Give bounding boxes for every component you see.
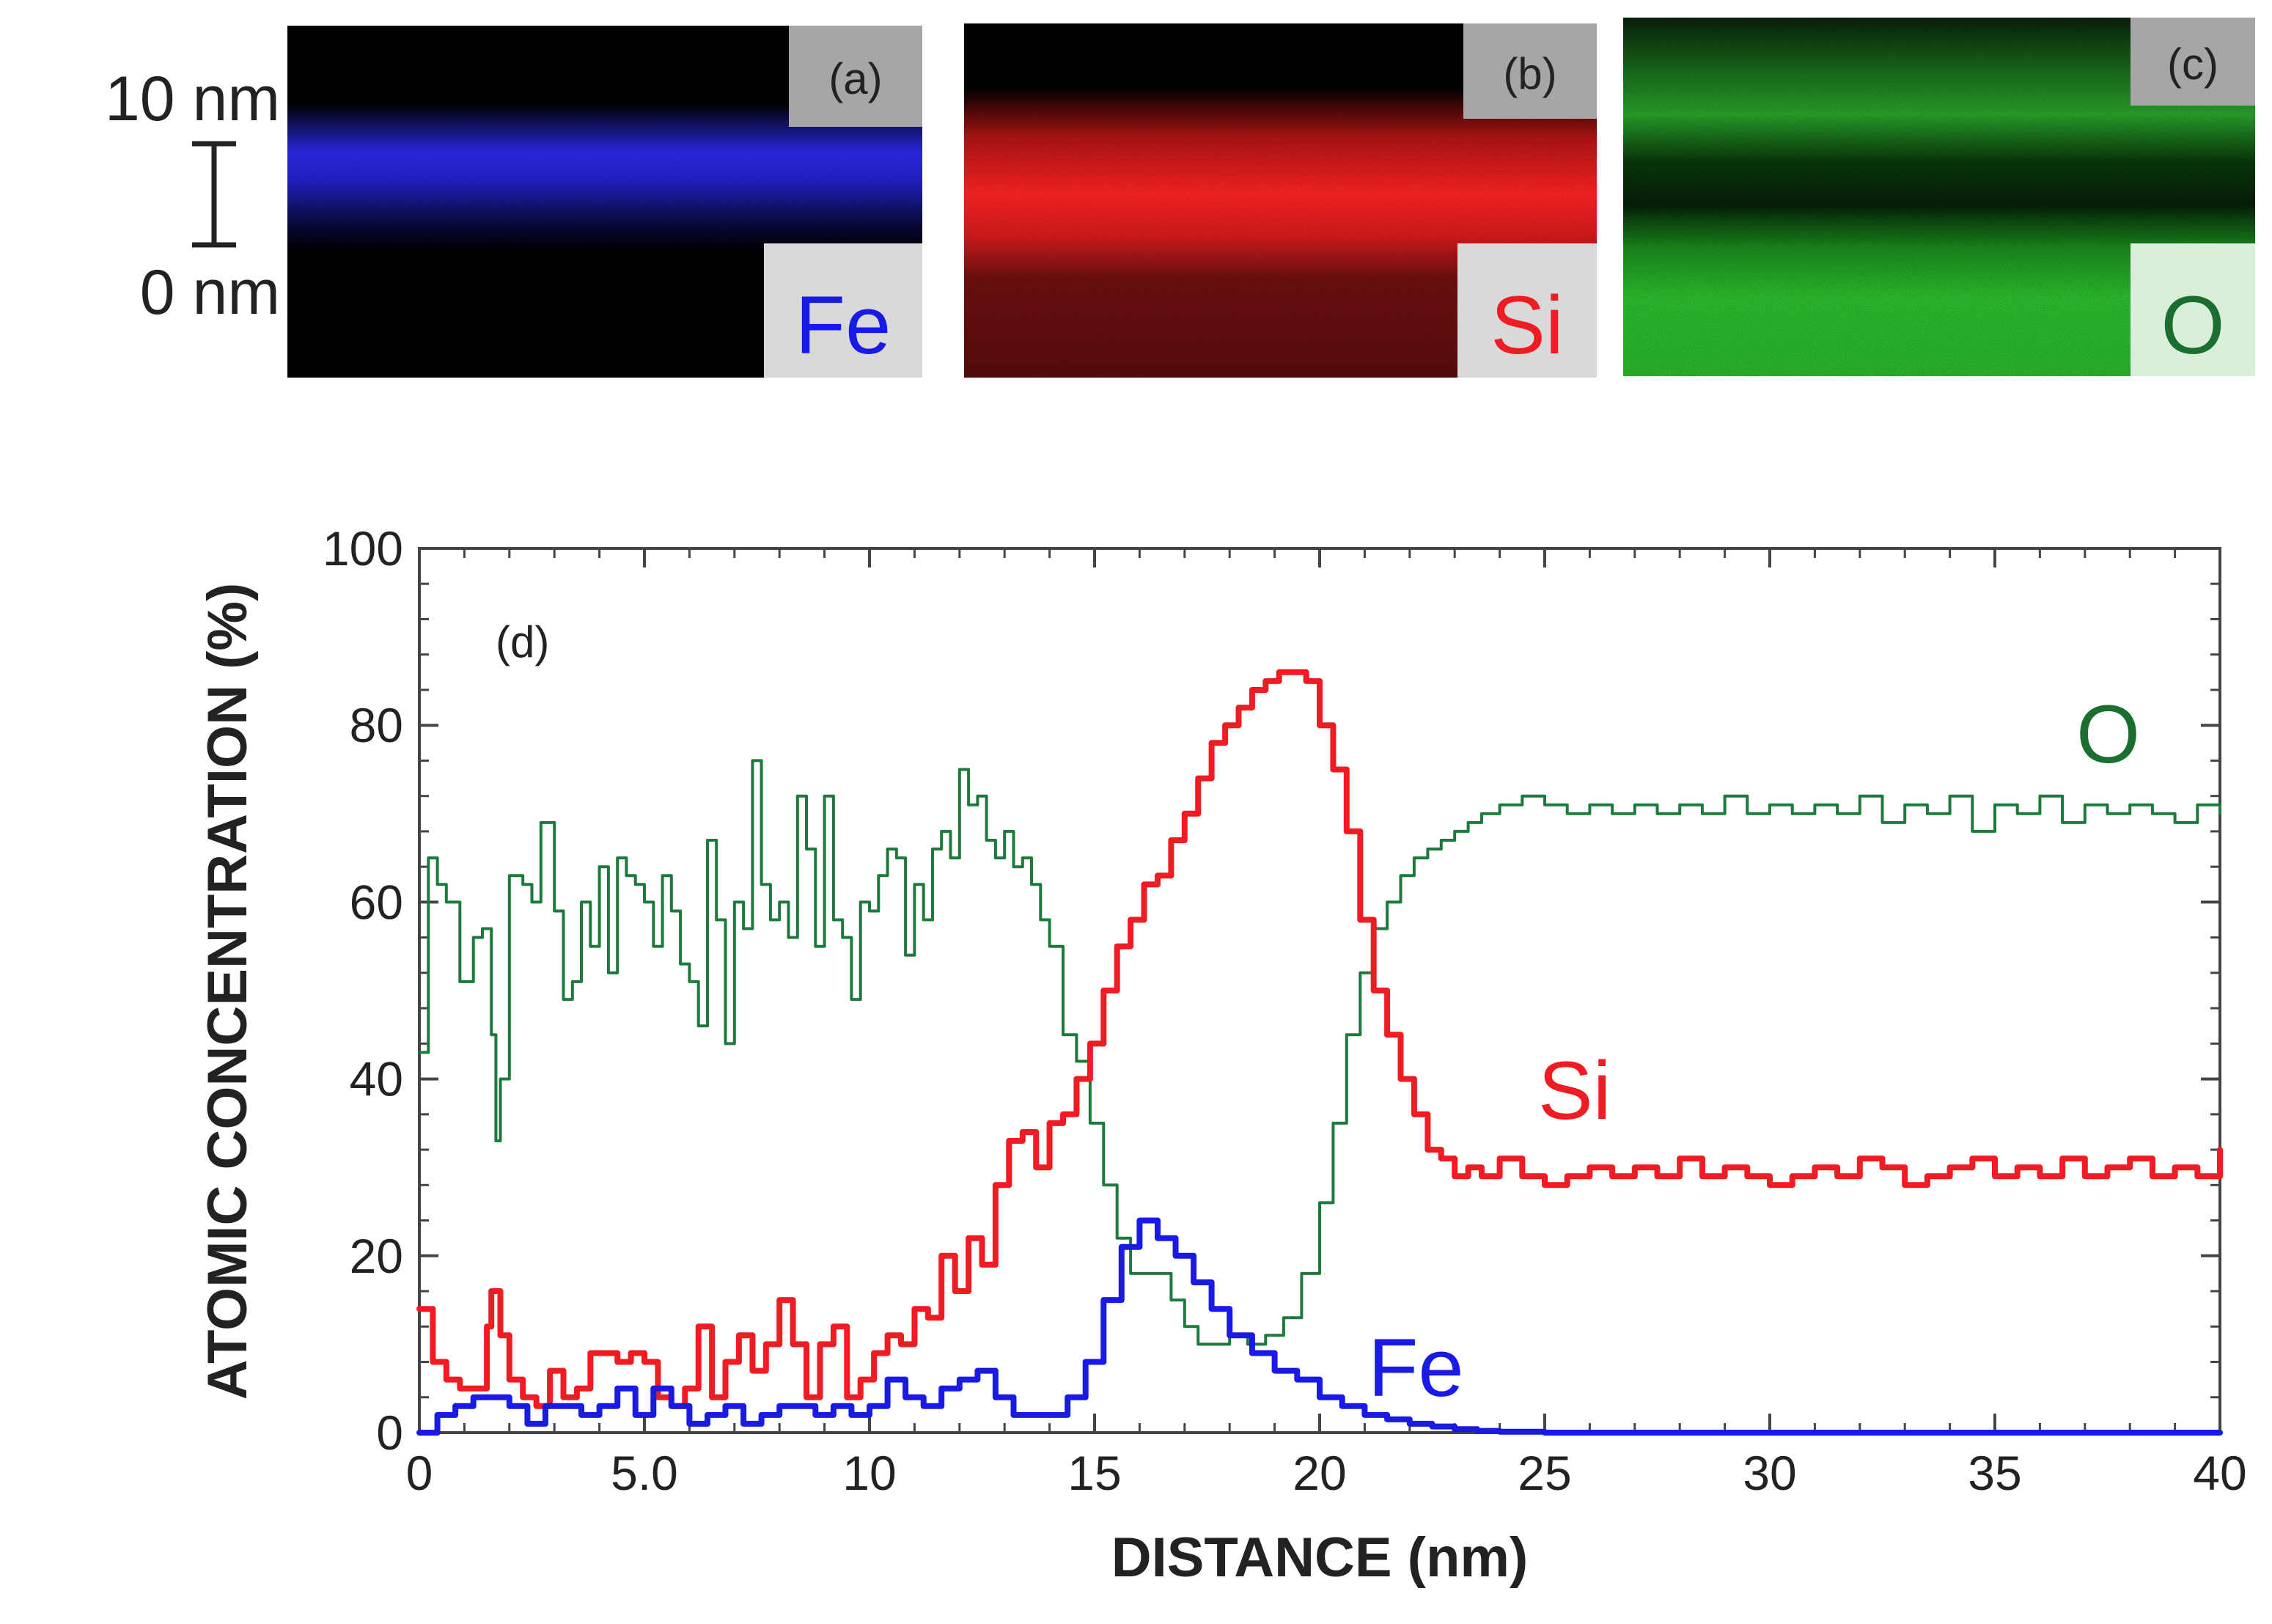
series-line-si xyxy=(416,669,2223,1409)
y-tick-label: 40 xyxy=(350,1052,403,1106)
series-lines xyxy=(416,669,2223,1436)
panel-c-label-bg xyxy=(2131,243,2255,376)
y-tick-label: 60 xyxy=(350,875,403,929)
x-tick-label: 5.0 xyxy=(611,1446,678,1500)
scale-bottom-label: 0 nm xyxy=(140,257,280,328)
panel-c-tag: (c) xyxy=(2167,40,2218,89)
x-tick-label: 20 xyxy=(1293,1446,1346,1500)
x-tick-label: 0 xyxy=(406,1446,433,1500)
x-tick-label: 15 xyxy=(1067,1446,1121,1500)
scale-bar: 10 nm 0 nm xyxy=(105,64,280,328)
x-tick-label: 10 xyxy=(842,1446,896,1500)
x-tick-label: 35 xyxy=(1968,1446,2021,1500)
x-axis-title: DISTANCE (nm) xyxy=(1111,1526,1529,1589)
line-chart: 0 5.0 10 15 20 25 30 35 40 0 20 40 60 80 100 (d) O Si… xyxy=(196,521,2247,1589)
y-axis-title: ATOMIC CONCENTRATION (%) xyxy=(196,583,259,1400)
panel-c-tag-bg xyxy=(2131,18,2255,106)
series-line-o xyxy=(418,759,2221,1346)
x-tick-labels: 0 5.0 10 15 20 25 30 35 40 xyxy=(406,1446,2247,1500)
panel-d-tag: (d) xyxy=(496,617,549,666)
panel-a-label-bg xyxy=(764,243,922,378)
panel-b-tag: (b) xyxy=(1503,49,1556,98)
y-tick-label: 80 xyxy=(350,698,403,752)
x-tick-label: 40 xyxy=(2193,1446,2246,1500)
scale-top-label: 10 nm xyxy=(105,64,280,134)
series-label-o: O xyxy=(2076,688,2140,780)
series-label-fe: Fe xyxy=(1368,1322,1464,1414)
panel-b-element-label: Si xyxy=(1490,279,1564,371)
series-line-fe xyxy=(416,1217,2223,1436)
panel-a-tag: (a) xyxy=(828,54,882,103)
series-label-si: Si xyxy=(1538,1045,1611,1136)
panel-b-label-bg xyxy=(1457,243,1597,378)
x-tick-label: 30 xyxy=(1743,1446,1796,1500)
panel-a-tag-bg xyxy=(789,26,922,127)
panel-a-fe-map: (a) Fe xyxy=(287,26,922,378)
panel-a-element-label: Fe xyxy=(795,279,891,371)
panel-c-element-label: O xyxy=(2161,279,2224,371)
panel-b-tag-bg xyxy=(1463,23,1597,119)
y-tick-label: 0 xyxy=(376,1406,403,1460)
y-tick-labels: 0 20 40 60 80 100 xyxy=(323,521,403,1460)
panel-c-o-map: (c) O xyxy=(1623,18,2255,376)
panel-b-si-map: (b) Si xyxy=(964,23,1597,378)
x-tick-label: 25 xyxy=(1518,1446,1571,1500)
y-tick-label: 100 xyxy=(323,521,403,576)
y-tick-label: 20 xyxy=(350,1229,403,1283)
